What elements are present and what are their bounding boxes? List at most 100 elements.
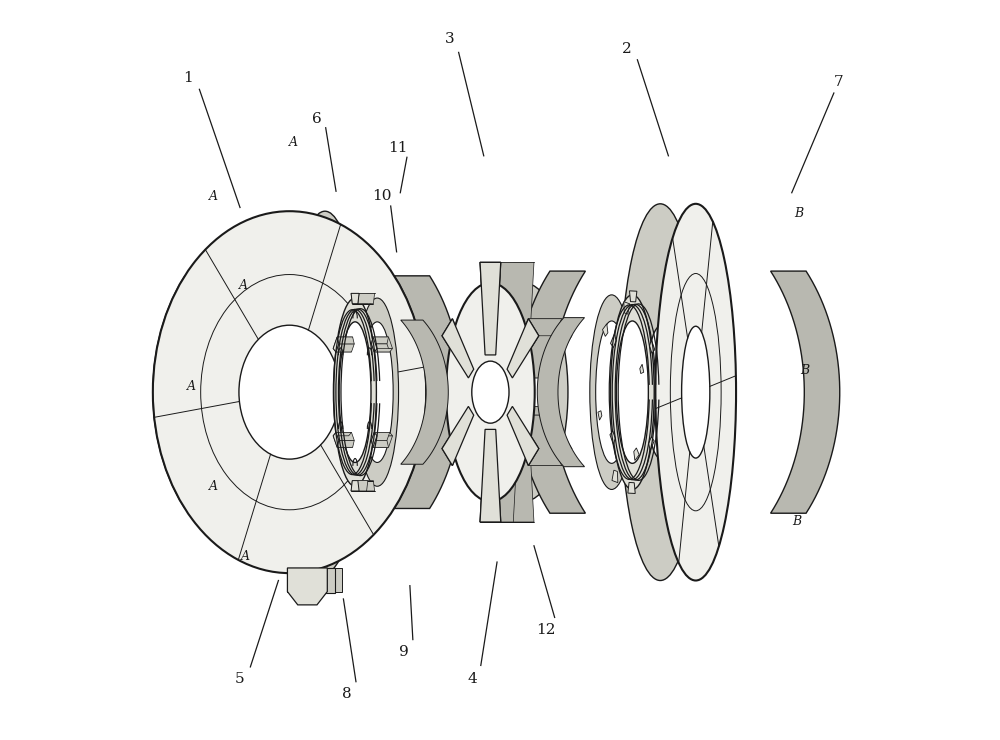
Text: 6: 6: [312, 112, 322, 126]
Ellipse shape: [153, 211, 426, 573]
Ellipse shape: [505, 361, 542, 423]
Polygon shape: [512, 336, 572, 378]
Polygon shape: [480, 429, 518, 522]
Polygon shape: [351, 293, 368, 303]
Ellipse shape: [287, 211, 363, 573]
Polygon shape: [337, 440, 354, 447]
Polygon shape: [394, 276, 462, 508]
Polygon shape: [333, 432, 351, 436]
Text: 10: 10: [372, 189, 392, 204]
Ellipse shape: [311, 325, 339, 459]
Polygon shape: [287, 568, 302, 591]
Polygon shape: [371, 344, 390, 352]
Polygon shape: [333, 337, 353, 349]
Text: 3: 3: [445, 32, 455, 46]
Polygon shape: [351, 480, 368, 491]
Polygon shape: [528, 319, 572, 336]
Polygon shape: [516, 271, 585, 514]
Text: 11: 11: [388, 141, 408, 155]
Polygon shape: [480, 429, 501, 522]
Text: B: B: [795, 207, 804, 220]
Polygon shape: [507, 319, 562, 369]
Ellipse shape: [334, 298, 376, 486]
Text: 8: 8: [342, 687, 351, 701]
Text: 5: 5: [235, 672, 245, 686]
Polygon shape: [333, 436, 353, 447]
Polygon shape: [374, 432, 393, 436]
Text: 4: 4: [467, 672, 477, 686]
Ellipse shape: [596, 321, 628, 463]
Polygon shape: [496, 429, 534, 522]
Ellipse shape: [356, 298, 399, 486]
Polygon shape: [603, 324, 608, 337]
Polygon shape: [442, 319, 474, 378]
Polygon shape: [649, 437, 654, 451]
Text: B: B: [792, 515, 801, 528]
Text: B: B: [800, 363, 809, 377]
Polygon shape: [628, 482, 635, 494]
Polygon shape: [640, 364, 644, 374]
Ellipse shape: [682, 326, 710, 458]
Polygon shape: [480, 263, 501, 355]
Text: 1: 1: [183, 71, 193, 85]
Text: 12: 12: [536, 623, 556, 637]
Text: A: A: [209, 190, 218, 203]
Ellipse shape: [239, 325, 340, 459]
Polygon shape: [771, 271, 840, 514]
Polygon shape: [333, 337, 339, 352]
Text: A: A: [209, 480, 218, 493]
Ellipse shape: [479, 283, 568, 502]
Ellipse shape: [339, 322, 371, 462]
Text: 7: 7: [833, 75, 843, 89]
Polygon shape: [507, 406, 539, 465]
Polygon shape: [480, 263, 501, 355]
Polygon shape: [371, 337, 389, 344]
Polygon shape: [358, 480, 375, 491]
Polygon shape: [371, 440, 389, 447]
Polygon shape: [371, 432, 390, 440]
Polygon shape: [358, 293, 375, 303]
Polygon shape: [512, 406, 572, 448]
Polygon shape: [401, 320, 448, 464]
Polygon shape: [649, 340, 655, 353]
Polygon shape: [442, 406, 474, 465]
Polygon shape: [374, 349, 393, 352]
Polygon shape: [351, 480, 359, 491]
Polygon shape: [480, 263, 518, 355]
Polygon shape: [373, 436, 393, 447]
Polygon shape: [624, 302, 630, 314]
Ellipse shape: [620, 204, 701, 580]
Polygon shape: [610, 431, 615, 445]
Text: 2: 2: [622, 41, 632, 55]
Polygon shape: [333, 432, 339, 447]
Polygon shape: [612, 470, 618, 482]
Polygon shape: [327, 568, 342, 591]
Polygon shape: [337, 337, 354, 344]
Polygon shape: [336, 344, 354, 352]
Ellipse shape: [646, 326, 674, 458]
Text: A: A: [241, 550, 250, 562]
Ellipse shape: [446, 283, 535, 502]
Ellipse shape: [655, 204, 736, 580]
Polygon shape: [333, 349, 351, 352]
Polygon shape: [351, 293, 359, 303]
Polygon shape: [629, 291, 637, 302]
Polygon shape: [308, 568, 335, 593]
Polygon shape: [371, 432, 377, 447]
Polygon shape: [537, 317, 585, 467]
Polygon shape: [507, 369, 546, 378]
Ellipse shape: [590, 295, 634, 489]
Ellipse shape: [610, 295, 654, 489]
Polygon shape: [373, 337, 393, 349]
Polygon shape: [507, 406, 546, 415]
Polygon shape: [371, 337, 377, 352]
Polygon shape: [442, 406, 474, 465]
Ellipse shape: [472, 361, 509, 423]
Polygon shape: [528, 448, 572, 465]
Text: A: A: [289, 136, 298, 149]
Text: A: A: [187, 380, 196, 393]
Polygon shape: [507, 406, 539, 465]
Ellipse shape: [616, 321, 648, 463]
Polygon shape: [611, 334, 616, 348]
Polygon shape: [480, 429, 501, 522]
